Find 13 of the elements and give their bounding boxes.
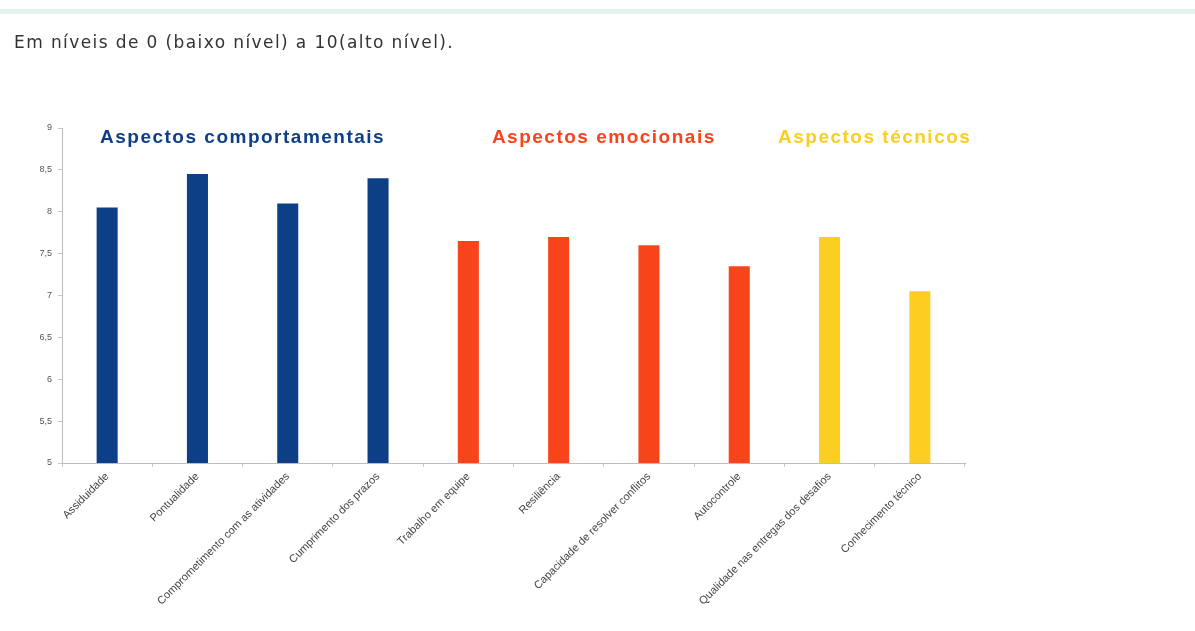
y-tick-label: 5,5 <box>39 415 52 426</box>
y-tick-label: 5 <box>46 457 52 468</box>
y-tick-label: 6 <box>46 373 52 384</box>
chart-title: Em níveis de 0 (baixo nível) a 10(alto nível). <box>14 32 455 52</box>
text: Aspectos emocionais <box>491 126 716 148</box>
y-tick-label: 8,5 <box>39 164 52 175</box>
text: Aspectos técnicos <box>778 126 972 148</box>
y-tick-label: 8 <box>46 206 52 217</box>
y-tick-label: 7 <box>46 289 52 300</box>
y-tick-label: 7,5 <box>39 248 52 259</box>
y-tick-label: 9 <box>46 122 52 133</box>
series-label: Aspectos comportamentais <box>100 126 386 148</box>
y-tick-label: 6,5 <box>39 331 52 342</box>
